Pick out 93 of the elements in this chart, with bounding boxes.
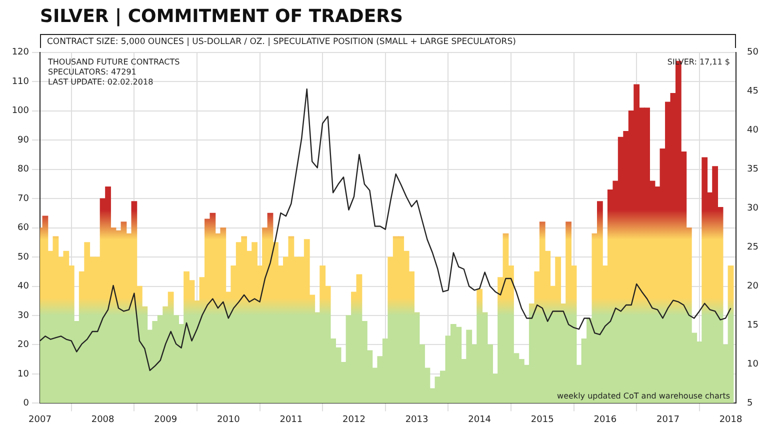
y2-tick-label: 25 [747,242,758,253]
x-tick-label: 2012 [342,414,366,425]
x-tick-label: 2008 [91,414,115,425]
bar [252,242,258,404]
bar [366,350,373,404]
y-tick-label: 40 [18,282,30,292]
bar [94,256,101,404]
y2-tick-label: 10 [747,360,759,370]
bar [184,271,190,404]
y2-tick-label: 40 [747,126,759,136]
bar [534,271,540,404]
y-tick-label: 60 [18,223,30,234]
x-tick-label: 2007 [28,414,52,425]
bar [430,388,436,404]
bar [68,265,74,404]
y-tick-label: 70 [18,194,30,204]
y2-tick-label: 15 [747,320,758,331]
bar [508,265,514,404]
x-tick-label: 2014 [468,414,492,425]
bar [398,236,404,404]
bar [419,344,425,404]
y-tick-label: 120 [12,48,30,58]
annotation: LAST UPDATE: 02.02.2018 [48,77,154,86]
chart-subtitle: CONTRACT SIZE: 5,000 OUNCES | US-DOLLAR / OZ. | SPECULATIVE POSITION (SMALL + LARGE SPECULATORS) [40,34,736,48]
bar [162,306,169,404]
bar [340,362,346,404]
bar [408,271,414,404]
bar [482,312,488,404]
bar [330,338,336,404]
y2-tick-label: 20 [747,282,759,292]
bar [63,250,70,404]
bar [131,201,138,404]
bar [241,236,248,404]
x-tick-label: 2009 [154,414,178,425]
x-tick-label: 2016 [594,414,617,425]
bar [498,277,504,404]
x-tick-label: 2013 [405,414,428,425]
bar [272,242,278,404]
x-tick-label: 2011 [280,414,303,425]
y2-tick-label: 5 [747,398,753,409]
y-tick-label: 0 [23,398,30,409]
annotation: SILVER: 17,11 $ [667,57,730,66]
bar [320,265,326,404]
bar [194,300,200,404]
y-tick-label: 90 [18,135,30,146]
y2-tick-label: 45 [747,86,758,97]
x-tick-label: 2010 [216,414,240,425]
x-tick-label: 2018 [719,414,742,425]
bar [152,321,158,404]
bar [466,330,472,404]
bar [298,256,305,404]
bar [362,321,368,404]
bar [288,236,294,404]
bar [142,306,148,404]
bar [476,288,483,404]
bar [304,239,310,404]
bar [84,242,90,404]
bar [116,230,122,404]
y2-tick-label: 50 [747,48,759,58]
y2-tick-label: 30 [747,204,759,214]
bar [105,186,111,404]
bar [524,364,530,404]
bar [220,227,226,404]
bar [377,356,384,404]
y-tick-label: 50 [18,252,30,262]
bar [351,292,357,404]
bar [544,250,551,404]
bar [173,315,180,404]
bar [456,326,462,404]
x-tick-label: 2017 [656,414,680,425]
bar [309,294,316,404]
x-tick-label: 2015 [530,414,554,425]
bar [210,212,216,404]
bar [445,336,452,404]
chart-title: SILVER | COMMITMENT OF TRADERS [40,6,403,27]
y-tick-label: 110 [12,76,30,87]
bar [654,186,660,404]
annotation: weekly updated CoT and warehouse charts [557,391,730,400]
y-tick-label: 20 [18,340,30,350]
bar [48,250,54,404]
y-tick-label: 80 [18,164,30,175]
y-tick-label: 30 [18,310,30,321]
annotation: SPECULATORS: 47291 [48,67,136,76]
bar [487,344,493,404]
y-tick-label: 100 [12,106,30,116]
annotation: THOUSAND FUTURE CONTRACTS [47,57,180,66]
bar [324,286,331,404]
bar [388,256,394,404]
y2-tick-label: 35 [747,164,758,175]
bar [230,265,237,404]
y-tick-label: 10 [18,369,30,380]
bar [262,227,268,404]
bar [74,321,80,404]
